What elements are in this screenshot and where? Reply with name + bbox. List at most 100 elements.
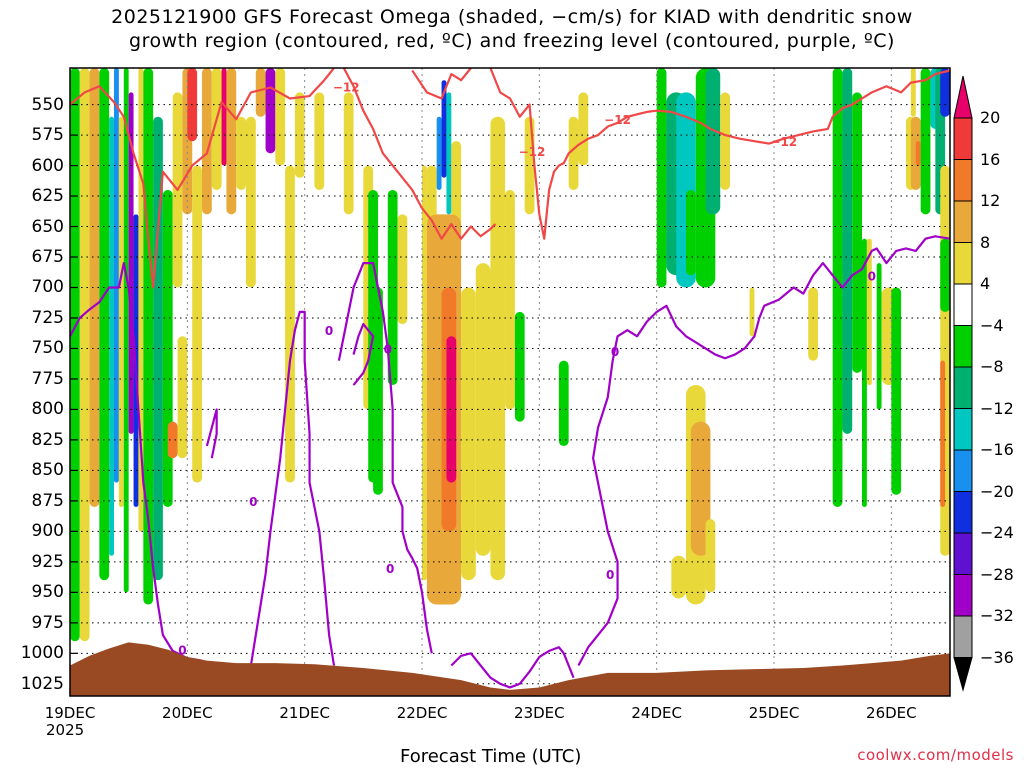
x-tick-label: 20DEC [162,704,213,722]
y-tick-label: 1000 [20,643,64,664]
omega-region-gr [70,68,80,642]
omega-region-ye [246,116,256,288]
y-tick-label: 850 [31,460,64,481]
colorbar-segment-3 [953,200,973,243]
colorbar-label: −4 [980,315,1004,335]
y-tick-label: 550 [31,94,64,115]
y-tick-label: 575 [31,125,64,146]
omega-region-ye [236,116,246,190]
y-tick-label: 875 [31,490,64,511]
colorbar-segment-8 [953,408,973,451]
colorbar-label: 12 [980,191,1001,210]
dendritic-contour-1 [70,68,335,289]
omega-region-ye [294,92,305,178]
x-tick-label: 23DEC [514,704,565,722]
colorbar-label: 4 [980,274,991,293]
omega-region-pk [446,336,457,483]
omega-region-cy [446,92,452,215]
x-tick-label: 19DEC [44,704,96,722]
freezing-contour-6 [205,408,218,459]
omega-region-ye [705,519,716,593]
omega-region-gr [940,238,950,312]
y-tick-label: 725 [31,307,64,328]
dendritic-contour-3 [411,68,472,100]
omega-region-ye [451,141,462,239]
omega-region-ye [461,287,476,581]
freezing-contour-1 [70,262,203,662]
omega-region-gr [99,68,110,581]
y-tick-label: 625 [31,186,64,207]
omega-region-lo [255,68,266,117]
freezing-label-2: 0 [249,495,257,509]
omega-region-ye [314,92,325,190]
x-tick-label: 21DEC [279,704,330,722]
omega-region-ye [808,287,818,361]
omega-region-ye [910,68,916,117]
plot-frame [69,67,951,697]
x-tick-label: 22DEC [396,704,448,722]
freezing-label-1: 0 [178,644,186,658]
y-tick-label: 825 [31,429,64,450]
omega-region-ye [343,92,354,215]
colorbar-label: −12 [980,398,1014,418]
dendritic-label-4: −12 [770,135,797,149]
omega-region-gr [514,311,525,422]
freezing-contour-4 [450,646,575,689]
dendritic-contour-2 [342,68,497,240]
omega-region-or [940,360,946,507]
omega-region-gr [656,68,667,288]
omega-region-ye [749,287,755,337]
x-axis-title: Forecast Time (UTC) [400,746,582,767]
colorbar-label: −8 [980,357,1004,376]
colorbar-label: −32 [980,606,1014,625]
y-tick-label: 700 [31,277,64,298]
colorbar [953,75,973,692]
terrain-surface [70,642,950,696]
colorbar-segment-10 [953,491,973,534]
omega-region-tg [705,68,721,215]
omega-region-gr [852,92,862,373]
y-tick-label: 925 [31,551,64,572]
freezing-label-3: 0 [325,324,333,338]
omega-region-ye [490,116,506,581]
omega-region-gr [891,287,902,495]
colorbar-label: −24 [980,523,1014,542]
colorbar-segment-11 [953,532,973,575]
colorbar-segment-6 [953,325,973,368]
colorbar-arrow-top [953,75,973,119]
credit-text: coolwx.com/models [857,746,1014,764]
omega-region-ye [79,68,90,642]
colorbar-arrow-bottom [953,657,973,692]
omega-region-ye [505,189,515,410]
x-year-label: 2025 [46,721,85,739]
omega-region-ye [397,214,408,325]
chart-title-line2: growth region (contoured, red, ºC) and f… [129,30,895,52]
y-tick-label: 750 [31,338,64,359]
colorbar-segment-13 [953,615,973,658]
y-tick-label: 1025 [20,673,64,694]
grid-lines [69,68,950,696]
colorbar-segment-2 [953,159,973,202]
omega-region-ye [671,555,686,599]
freezing-label-7: 0 [611,345,619,359]
omega-region-ye [422,165,427,581]
omega-region-ye [211,68,222,190]
y-tick-label: 975 [31,612,64,633]
freezing-contour-2 [249,310,336,666]
omega-region-gr [686,189,696,276]
x-tick-label: 25DEC [748,704,800,722]
omega-region-vi [265,68,276,154]
chart-title-line1: 2025121900 GFS Forecast Omega (shaded, −… [111,6,913,28]
omega-region-gr [123,68,129,593]
terrain-fill [70,642,950,696]
colorbar-label: 20 [980,108,1001,127]
omega-region-gr [876,263,882,410]
colorbar-label: −36 [980,647,1014,667]
colorbar-label: 16 [980,149,1001,169]
omega-region-gr [387,189,398,386]
omega-region-gr [558,360,569,447]
colorbar-segment-9 [953,449,973,492]
omega-region-ye [177,336,188,459]
colorbar-label: −16 [980,440,1014,459]
omega-region-lo [226,68,237,215]
